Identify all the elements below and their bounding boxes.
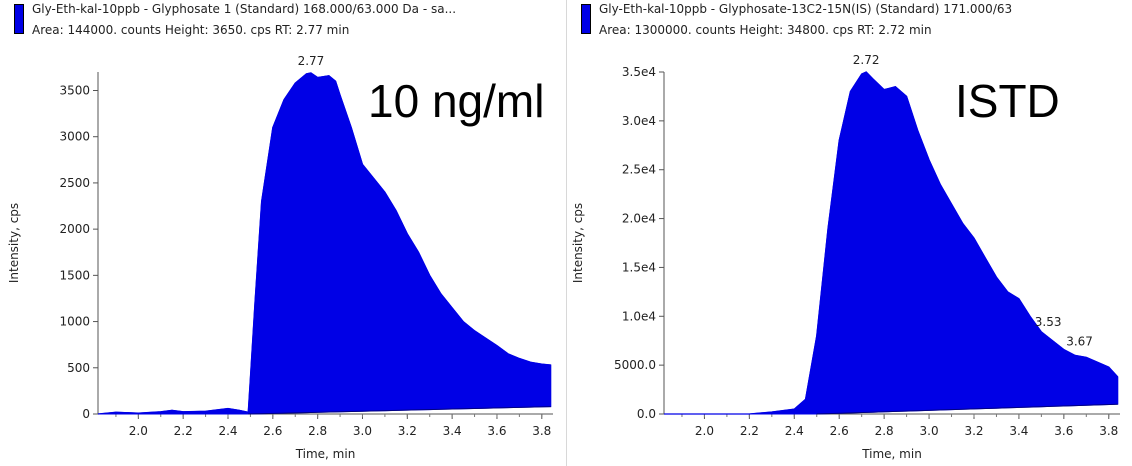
x-tick-label: 2.0 [695, 424, 714, 438]
peak-info: Area: 1300000. counts Height: 34800. cps… [599, 23, 932, 37]
legend-text: Gly-Eth-kal-10ppb - Glyphosate-13C2-15N(… [599, 2, 1013, 16]
y-tick-label: 1.5e4 [622, 260, 656, 274]
legend-swatch[interactable] [14, 4, 24, 34]
concentration-label: 10 ng/ml [368, 75, 545, 127]
chart-panel-glyphosate: Gly-Eth-kal-10ppb - Glyphosate 1 (Standa… [0, 0, 567, 466]
x-tick-label: 3.2 [964, 424, 983, 438]
x-axis-label: Time, min [861, 447, 922, 461]
baseline-line [816, 403, 1118, 415]
y-tick-label: 2500 [59, 176, 90, 190]
peak-label: 2.77 [298, 54, 325, 68]
panel-divider [566, 0, 567, 466]
chromatogram-chart-istd[interactable]: 0.0 5000.0 1.0e4 1.5e4 2.0e4 2.5e4 3.0e4 3.5e4 2… [567, 0, 1132, 466]
x-tick-label: 2.4 [785, 424, 804, 438]
x-tick-label: 2.0 [129, 424, 148, 438]
y-tick-label: 3.5e4 [622, 65, 656, 79]
y-tick-label: 3.0e4 [622, 114, 656, 128]
x-tick-label: 2.6 [830, 424, 849, 438]
x-tick-label: 2.4 [218, 424, 237, 438]
x-axis-label: Time, min [295, 447, 356, 461]
chart-panel-istd: Gly-Eth-kal-10ppb - Glyphosate-13C2-15N(… [567, 0, 1132, 466]
trace-line [97, 72, 551, 415]
istd-label: ISTD [955, 75, 1060, 127]
x-tick-label: 2.8 [875, 424, 894, 438]
y-tick-label: 5000.0 [614, 358, 656, 372]
x-tick-label: 2.2 [174, 424, 193, 438]
y-tick-label: 0 [82, 407, 90, 421]
legend-text: Gly-Eth-kal-10ppb - Glyphosate 1 (Standa… [32, 2, 457, 16]
x-tick-label: 2.6 [263, 424, 282, 438]
peak-label: 2.72 [853, 53, 880, 67]
y-tick-label: 2000 [59, 222, 90, 236]
x-tick-label: 2.2 [740, 424, 759, 438]
x-tick-label: 3.6 [487, 424, 506, 438]
y-tick-label: 2.0e4 [622, 212, 656, 226]
baseline-line [248, 406, 551, 415]
y-tick-label: 500 [67, 361, 90, 375]
y-tick-label: 1500 [59, 268, 90, 282]
peak-label: 3.67 [1066, 334, 1093, 348]
peak-label: 3.53 [1035, 315, 1062, 329]
x-tick-label: 3.6 [1054, 424, 1073, 438]
x-tick-label: 3.0 [920, 424, 939, 438]
x-tick-label: 2.8 [308, 424, 327, 438]
x-tick-label: 3.4 [1009, 424, 1028, 438]
peak-info: Area: 144000. counts Height: 3650. cps R… [32, 23, 350, 37]
x-tick-label: 3.2 [398, 424, 417, 438]
trace-line [664, 71, 1119, 415]
y-tick-label: 3000 [59, 130, 90, 144]
x-tick-label: 3.8 [1099, 424, 1118, 438]
y-tick-label: 2.5e4 [622, 163, 656, 177]
y-tick-label: 3500 [59, 83, 90, 97]
y-axis-label: Intensity, cps [7, 203, 21, 283]
y-tick-label: 1000 [59, 315, 90, 329]
chromatogram-chart-glyphosate[interactable]: 0 500 1000 1500 2000 2500 3000 3500 2.0 2.2 2.4 2.6… [0, 0, 567, 466]
x-tick-label: 3.0 [353, 424, 372, 438]
y-tick-label: 0.0 [637, 407, 656, 421]
x-tick-label: 3.8 [532, 424, 551, 438]
x-tick-label: 3.4 [443, 424, 462, 438]
legend-swatch[interactable] [581, 4, 591, 34]
y-axis-label: Intensity, cps [571, 203, 585, 283]
y-tick-label: 1.0e4 [622, 309, 656, 323]
